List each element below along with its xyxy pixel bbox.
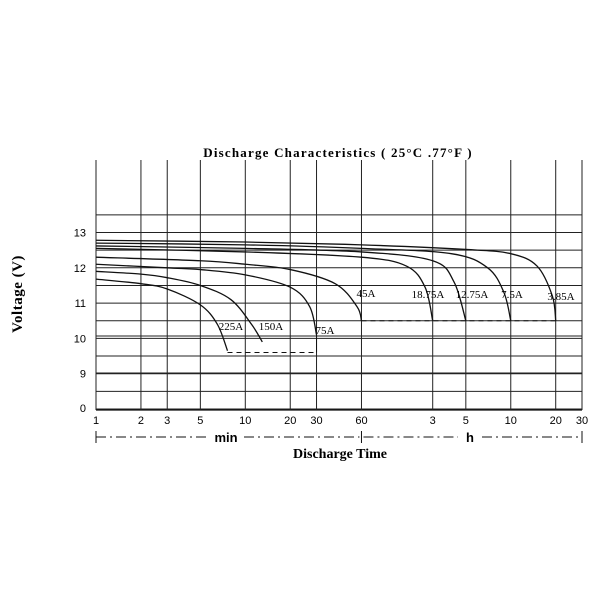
discharge-curve — [95, 278, 229, 351]
min-segment-label: min — [214, 430, 237, 445]
y-tick-label: 10 — [74, 333, 86, 345]
h-segment-label: h — [466, 430, 474, 445]
x-axis-label: Discharge Time — [293, 447, 387, 462]
curve-label: 75A — [316, 325, 335, 337]
y-tick-label: 13 — [74, 228, 86, 240]
curves — [95, 239, 557, 354]
x-tick-label: 3 — [164, 415, 170, 427]
x-tick-label: 10 — [505, 415, 517, 427]
x-tick-label: 5 — [197, 415, 203, 427]
discharge-curve — [95, 242, 512, 321]
x-tick-label: 30 — [576, 415, 588, 427]
discharge-curve — [95, 263, 318, 336]
x-tick-label: 20 — [550, 415, 562, 427]
curve-label: 7.5A — [501, 289, 523, 301]
x-tick-label: 30 — [310, 415, 322, 427]
x-tick-label: 3 — [430, 415, 436, 427]
x-tick-label: 60 — [355, 415, 367, 427]
x-tick-label: 5 — [463, 415, 469, 427]
curve-label: 12.75A — [456, 289, 489, 301]
x-tick-label: 20 — [284, 415, 296, 427]
curve-label: 18.75A — [412, 289, 445, 301]
curve-label: 45A — [357, 288, 376, 300]
x-tick-label: 10 — [239, 415, 251, 427]
y-tick-label: 12 — [74, 263, 86, 275]
curve-labels: 225A 150A 75A 45A 18.75A 12.75A 7.5A 3.85A — [219, 288, 575, 337]
x-tick-label: 2 — [138, 415, 144, 427]
discharge-curve — [95, 256, 363, 321]
curve-label: 150A — [259, 321, 284, 333]
x-tick-label: 1 — [93, 415, 99, 427]
chart-title: Discharge Characteristics ( 25°C .77°F ) — [203, 145, 472, 160]
y-tick-label: 9 — [80, 369, 86, 381]
discharge-curve — [95, 270, 263, 343]
y-tick-label: 11 — [75, 298, 86, 310]
discharge-curve — [95, 247, 434, 321]
y-tick-label: 0 — [80, 403, 86, 415]
y-axis-label: Voltage (V) — [10, 255, 26, 333]
discharge-curve — [95, 245, 467, 321]
discharge-curve — [95, 239, 557, 321]
time-segments: min h — [95, 430, 583, 445]
curve-label: 3.85A — [547, 291, 574, 303]
curve-label: 225A — [219, 321, 244, 333]
grid — [95, 160, 583, 411]
